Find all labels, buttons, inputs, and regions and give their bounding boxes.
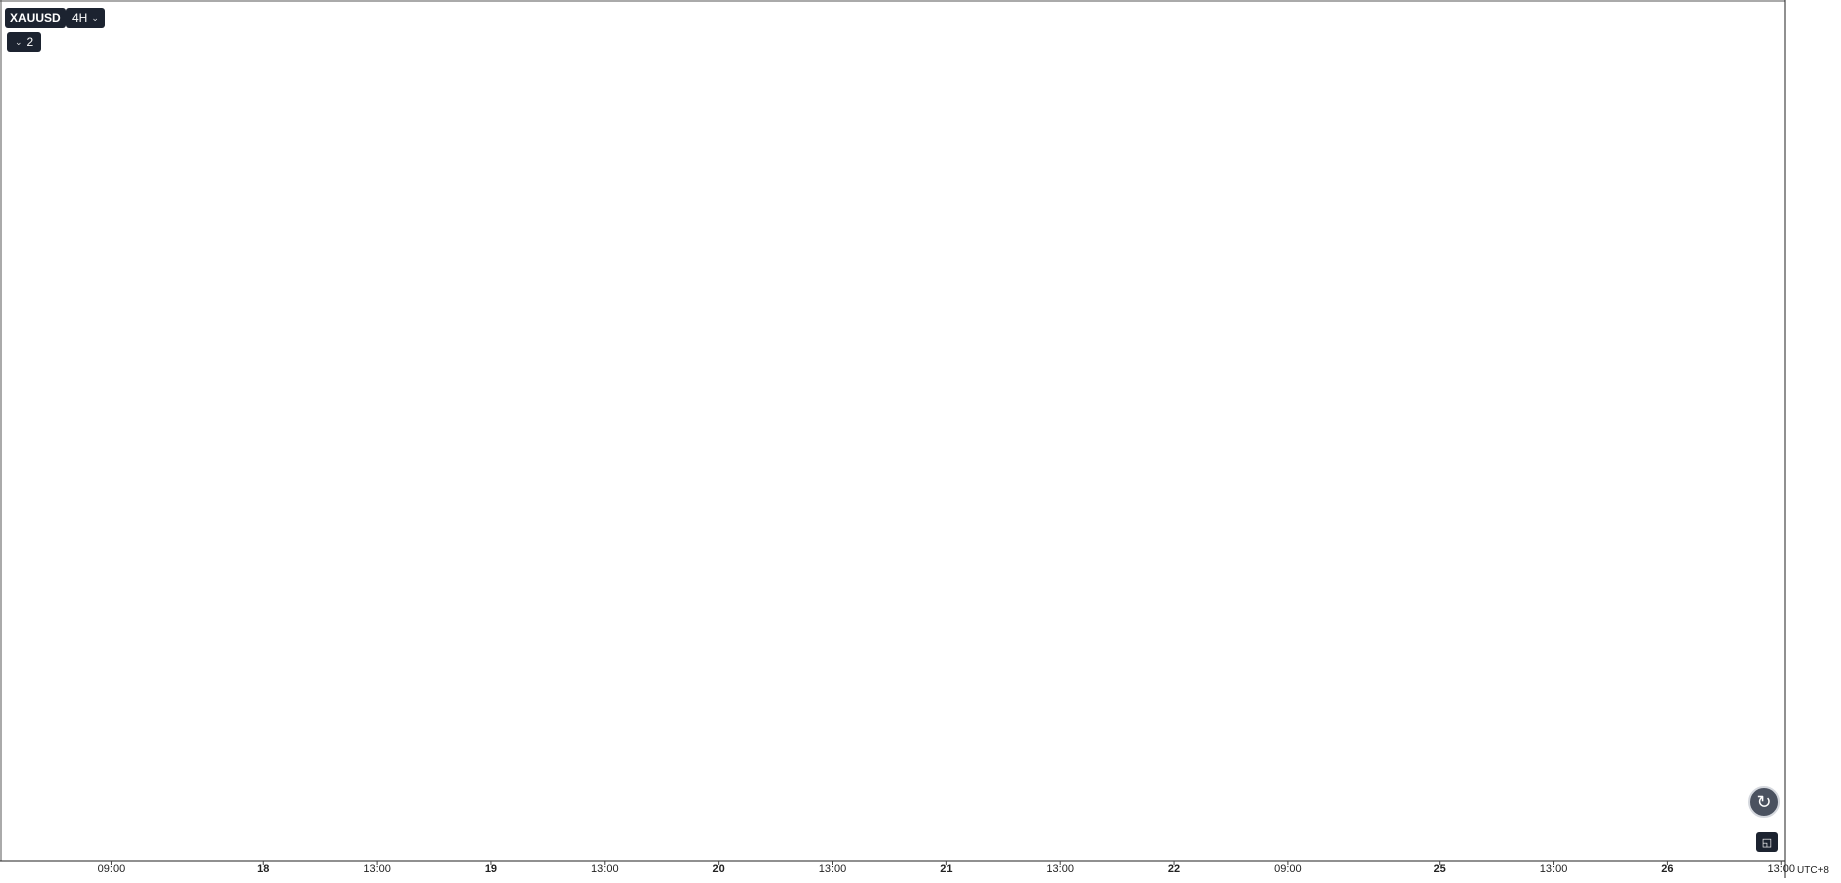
time-tick-label: 13:00 (591, 863, 619, 875)
replay-button[interactable]: ↻ (1748, 786, 1780, 818)
chevron-down-icon: ⌄ (15, 36, 23, 47)
auto-scale-icon: ◱ (1761, 836, 1773, 849)
price-axis[interactable] (1785, 0, 1841, 878)
timeframe-label: 4H (72, 11, 88, 25)
time-tick-label: 21 (940, 863, 952, 875)
chevron-down-icon: ⌄ (91, 12, 99, 23)
time-tick-label: 09:00 (1274, 863, 1302, 875)
time-tick-label: 13:00 (1540, 863, 1568, 875)
time-tick-label: 26 (1661, 863, 1673, 875)
time-axis[interactable] (0, 861, 1841, 878)
time-tick-label: 18 (257, 863, 269, 875)
indicator-count: 2 (26, 35, 34, 49)
time-tick-label: 20 (713, 863, 725, 875)
auto-scale-button[interactable]: ◱ (1756, 832, 1778, 852)
timeframe-selector[interactable]: 4H ⌄ (66, 8, 105, 28)
replay-icon: ↻ (1756, 791, 1772, 812)
time-tick-label: 09:00 (98, 863, 126, 875)
time-tick-label: 25 (1434, 863, 1446, 875)
symbol-badge[interactable]: XAUUSD (5, 8, 66, 28)
time-tick-label: 13:00 (1046, 863, 1074, 875)
time-tick-label: 13:00 (1767, 863, 1795, 875)
time-tick-label: 22 (1168, 863, 1180, 875)
symbol-label: XAUUSD (10, 11, 61, 25)
time-tick-label: 13:00 (819, 863, 847, 875)
time-tick-label: 19 (485, 863, 497, 875)
indicator-toggle[interactable]: ⌄ 2 (7, 32, 42, 52)
time-tick-label: 13:00 (363, 863, 391, 875)
timezone-label: UTC+8 (1797, 865, 1829, 876)
